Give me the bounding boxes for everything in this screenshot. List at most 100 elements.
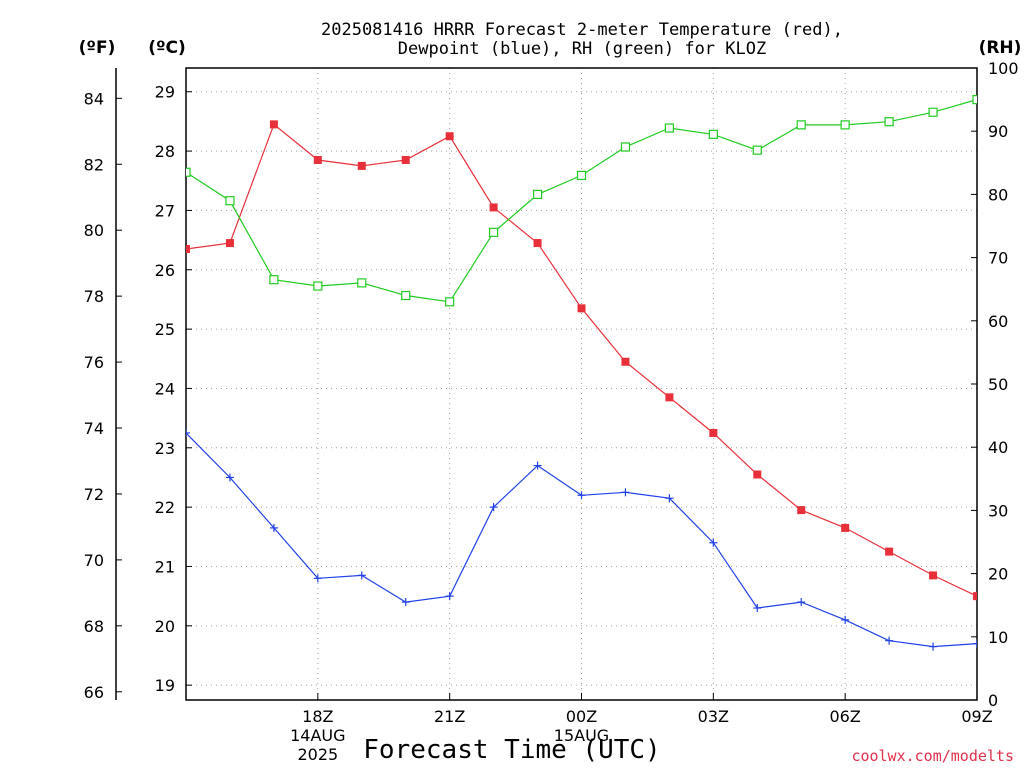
celsius-tick-label: 26 [155,261,175,280]
temperature-point [533,239,542,248]
temperature-point [489,203,498,212]
temperature-point [973,592,977,601]
x-axis-title: Forecast Time (UTC) [363,735,660,765]
rh-tick-label: 20 [988,565,1008,584]
axes [115,67,978,701]
temperature-point [445,132,454,141]
rh-point [840,120,850,130]
dewpoint-point [225,473,234,482]
temperature-point [929,571,938,580]
rh-tick-label: 90 [988,122,1008,141]
dewpoint-point [885,636,894,645]
dewpoint-point [489,503,498,512]
temperature-point [357,161,366,170]
fahrenheit-unit-label: (ºF) [79,38,116,58]
temperature-point [313,155,322,164]
rh-point [401,290,411,301]
rh-tick-label: 100 [988,59,1019,78]
temperature-point [269,120,278,129]
time-tick-label: 03Z [698,707,729,726]
rh-point [884,117,894,127]
time-tick-label: 00Z [566,707,597,726]
time-tick-label: 18Z [302,707,333,726]
dewpoint-point [401,598,410,607]
rh-point [225,196,235,206]
rh-tick-label: 40 [988,438,1008,457]
dewpoint-point [841,615,850,624]
rh-tick-label: 30 [988,501,1008,520]
temperature-point [753,470,762,479]
dewpoint-point [753,604,762,613]
celsius-tick-label: 24 [155,379,175,398]
rh-point [489,227,499,237]
dewpoint-point [577,491,586,500]
dewpoint-point [269,523,278,532]
temperature-point [665,393,674,402]
celsius-tick-label: 23 [155,439,175,458]
rh-point [576,170,587,181]
rh-series [186,94,977,307]
rh-point [796,120,806,130]
celsius-tick-label: 20 [155,617,175,636]
celsius-tick-label: 21 [155,557,175,576]
fahrenheit-tick-label: 82 [84,155,104,174]
rh-tick-label: 60 [988,312,1008,331]
dewpoint-point [533,461,542,470]
celsius-tick-label: 28 [155,142,175,161]
time-tick-label: 2025 [297,745,338,764]
temperature-series [186,120,977,601]
temperature-point [885,547,894,556]
rh-point [928,107,938,117]
dewpoint-point [973,639,977,648]
dewpoint-point [797,598,806,607]
time-tick-label: 15AUG [554,726,609,745]
temperature-point [186,244,190,253]
temperature-point [225,239,234,248]
fahrenheit-tick-label: 84 [84,89,104,108]
axis-ticks: 19 20 21 22 23 24 25 26 27 28 29 66 68 70 72 74 76 78 80 82… [84,59,1019,764]
rh-tick-label: 0 [988,691,998,710]
rh-line [186,99,977,303]
dewpoint-point [357,571,366,580]
rh-point [269,275,279,285]
rh-tick-label: 50 [988,375,1008,394]
dewpoint-point [709,538,718,547]
fahrenheit-tick-label: 80 [84,221,104,240]
rh-point [620,142,631,152]
celsius-unit-label: (ºC) [148,38,186,58]
rh-unit-label: (RH) [979,38,1022,58]
rh-point [186,167,191,177]
temperature-point [797,506,806,515]
dewpoint-point [929,642,938,651]
dewpoint-point [445,592,454,601]
fahrenheit-tick-label: 74 [84,419,104,438]
temperature-point [401,155,410,164]
celsius-tick-label: 19 [155,676,175,695]
rh-point [708,129,718,139]
rh-point [313,281,323,291]
rh-point [752,145,762,155]
fahrenheit-tick-label: 66 [84,683,104,702]
time-tick-label: 21Z [434,707,465,726]
dewpoint-point [621,488,630,497]
rh-tick-label: 10 [988,628,1008,647]
chart-title-line-1: 2025081416 HRRR Forecast 2-meter Tempera… [321,20,843,40]
credit-text: coolwx.com/modelts [851,747,1014,765]
rh-tick-label: 80 [988,185,1008,204]
celsius-tick-label: 22 [155,498,175,517]
rh-tick-label: 70 [988,249,1008,268]
celsius-tick-label: 27 [155,201,175,220]
dewpoint-point [186,428,190,437]
fahrenheit-tick-label: 78 [84,287,104,306]
grid-lines [186,68,978,700]
fahrenheit-tick-label: 72 [84,485,104,504]
celsius-tick-label: 25 [155,320,175,339]
time-tick-label: 09Z [961,707,992,726]
time-tick-label: 06Z [830,707,861,726]
fahrenheit-tick-label: 68 [84,617,104,636]
dewpoint-point [665,494,674,503]
rh-point [972,94,977,105]
temperature-line [186,123,977,597]
temperature-point [841,523,850,532]
